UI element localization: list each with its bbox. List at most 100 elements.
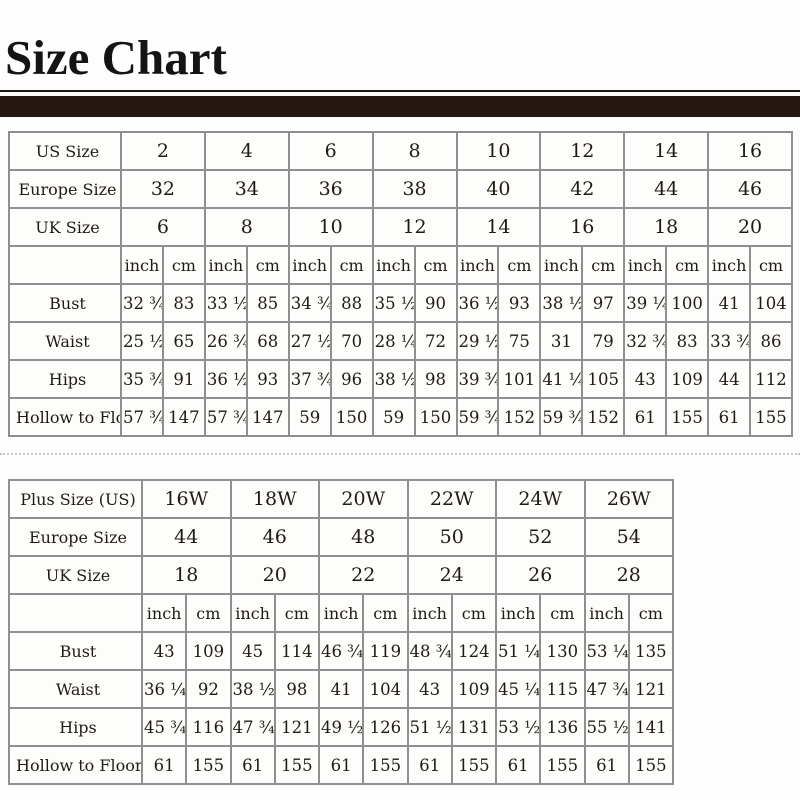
- row-label-europe-size: Europe Size: [8, 169, 122, 209]
- unit-cm-cell: cm: [665, 245, 710, 285]
- waist-inch-value: 45 ¼: [494, 669, 542, 709]
- waist-cm-value: 121: [627, 669, 675, 709]
- row-label-bust: Bust: [8, 631, 143, 671]
- hollow-to-floor-inch-value: 61: [140, 745, 188, 785]
- row-label-hollow-to-floor: Hollow to Floor: [8, 745, 143, 785]
- bust-cm-value: 100: [665, 283, 710, 323]
- bust-inch-value: 51 ¼: [494, 631, 542, 671]
- hollow-to-floor-cm-value: 155: [539, 745, 586, 785]
- bust-inch-value: 35 ½: [371, 283, 416, 323]
- unit-inch-cell: inch: [583, 593, 630, 633]
- hollow-to-floor-inch-value: 59 ¾: [539, 397, 584, 437]
- size-row-uk-size: UK Size 18 20 22 24 26 28: [8, 555, 674, 595]
- bust-cm-value: 130: [539, 631, 586, 671]
- units-row: inch cm inch cm inch cm inch cm inch cm inch cm inch…: [8, 245, 793, 285]
- hollow-to-floor-cm-value: 155: [362, 745, 409, 785]
- size-value-cell: 18: [141, 555, 232, 595]
- waist-cm-value: 65: [161, 321, 206, 361]
- unit-inch-cell: inch: [623, 245, 668, 285]
- unit-cm-cell: cm: [539, 593, 586, 633]
- unit-cm-cell: cm: [273, 593, 321, 633]
- size-value-cell: 16W: [141, 479, 232, 519]
- hollow-to-floor-cm-value: 147: [161, 397, 206, 437]
- bust-inch-value: 34 ¾: [287, 283, 332, 323]
- row-label-plus-size-us: Plus Size (US): [8, 479, 143, 519]
- standard-size-table: US Size 2 4 6 8 10 12 14 16 Europe Size 32 34 36 38 40…: [8, 131, 793, 437]
- plus-size-table: Plus Size (US) 16W 18W 20W 22W 24W 26W Europe S…: [8, 479, 675, 785]
- hollow-to-floor-cm-value: 155: [665, 397, 710, 437]
- size-value-cell: 24W: [495, 479, 586, 519]
- waist-cm-value: 75: [497, 321, 542, 361]
- size-value-cell: 18W: [229, 479, 320, 519]
- measurement-row-bust: Bust 32 ¾ 83 33 ½ 85 34 ¾ 88 35 ½ 90 36 ½ 93 38 ½ 97…: [8, 283, 793, 323]
- hips-cm-value: 101: [497, 359, 542, 399]
- unit-inch-cell: inch: [455, 245, 500, 285]
- bust-inch-value: 33 ½: [203, 283, 248, 323]
- size-value-cell: 12: [371, 207, 458, 247]
- hips-cm-value: 136: [539, 707, 586, 747]
- size-value-cell: 20W: [318, 479, 409, 519]
- hips-cm-value: 141: [627, 707, 675, 747]
- hips-inch-value: 38 ½: [371, 359, 416, 399]
- size-value-cell: 54: [583, 517, 674, 557]
- hips-cm-value: 105: [581, 359, 626, 399]
- waist-cm-value: 68: [245, 321, 290, 361]
- size-value-cell: 20: [707, 207, 793, 247]
- size-value-cell: 28: [583, 555, 674, 595]
- bust-cm-value: 104: [749, 283, 793, 323]
- title-divider-thin-line: [0, 90, 800, 92]
- row-label-hips: Hips: [8, 359, 122, 399]
- size-value-cell: 8: [371, 131, 458, 171]
- waist-cm-value: 115: [539, 669, 586, 709]
- hips-inch-value: 35 ¾: [120, 359, 164, 399]
- unit-cm-cell: cm: [627, 593, 675, 633]
- waist-cm-value: 104: [362, 669, 409, 709]
- size-value-cell: 10: [455, 131, 542, 171]
- size-value-cell: 34: [203, 169, 290, 209]
- bust-cm-value: 85: [245, 283, 290, 323]
- row-label-bust: Bust: [8, 283, 122, 323]
- units-row-blank-label: [8, 245, 122, 285]
- hips-cm-value: 121: [273, 707, 321, 747]
- hips-cm-value: 98: [413, 359, 458, 399]
- size-value-cell: 48: [318, 517, 409, 557]
- unit-inch-cell: inch: [229, 593, 276, 633]
- hollow-to-floor-inch-value: 57 ¾: [120, 397, 164, 437]
- hollow-to-floor-inch-value: 61: [406, 745, 453, 785]
- size-row-plus-size-us: Plus Size (US) 16W 18W 20W 22W 24W 26W: [8, 479, 674, 519]
- waist-cm-value: 70: [329, 321, 374, 361]
- size-value-cell: 4: [203, 131, 290, 171]
- waist-cm-value: 83: [665, 321, 710, 361]
- bust-inch-value: 39 ¼: [623, 283, 668, 323]
- bust-cm-value: 135: [627, 631, 675, 671]
- size-value-cell: 26: [495, 555, 586, 595]
- size-value-cell: 18: [623, 207, 710, 247]
- hollow-to-floor-cm-value: 147: [245, 397, 290, 437]
- unit-inch-cell: inch: [406, 593, 453, 633]
- hollow-to-floor-cm-value: 155: [185, 745, 232, 785]
- size-row-us-size: US Size 2 4 6 8 10 12 14 16: [8, 131, 793, 171]
- size-value-cell: 44: [141, 517, 232, 557]
- unit-inch-cell: inch: [203, 245, 248, 285]
- size-value-cell: 14: [623, 131, 710, 171]
- unit-cm-cell: cm: [245, 245, 290, 285]
- hips-cm-value: 91: [161, 359, 206, 399]
- unit-cm-cell: cm: [581, 245, 626, 285]
- hollow-to-floor-inch-value: 61: [583, 745, 630, 785]
- size-value-cell: 10: [287, 207, 374, 247]
- size-row-europe-size: Europe Size 44 46 48 50 52 54: [8, 517, 674, 557]
- bust-inch-value: 32 ¾: [120, 283, 164, 323]
- waist-cm-value: 109: [450, 669, 498, 709]
- hips-inch-value: 47 ¾: [229, 707, 276, 747]
- measurement-row-hips: Hips 45 ¾ 116 47 ¾ 121 49 ½ 126 51 ½ 131 53 ½ 136 5…: [8, 707, 675, 747]
- size-value-cell: 42: [539, 169, 626, 209]
- page-title: Size Chart: [5, 30, 227, 85]
- hips-cm-value: 93: [245, 359, 290, 399]
- bust-cm-value: 119: [362, 631, 409, 671]
- bust-inch-value: 43: [140, 631, 188, 671]
- waist-inch-value: 38 ½: [229, 669, 276, 709]
- bust-cm-value: 90: [413, 283, 458, 323]
- waist-inch-value: 31: [539, 321, 584, 361]
- size-value-cell: 50: [406, 517, 497, 557]
